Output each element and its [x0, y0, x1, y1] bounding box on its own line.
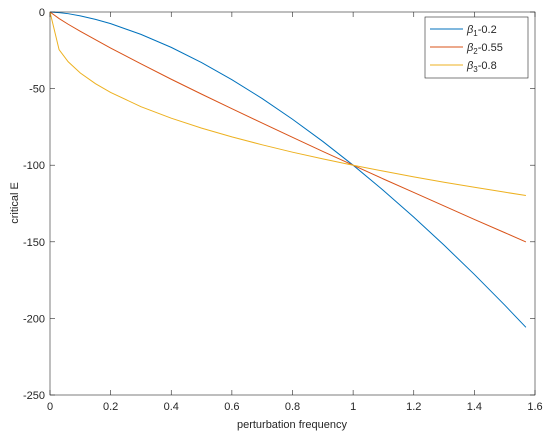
x-tick-label: 1: [350, 401, 356, 413]
x-tick-label: 0.4: [164, 401, 179, 413]
x-tick-label: 0.6: [224, 401, 239, 413]
legend: β1-0.2 β2-0.55 β3-0.8: [424, 16, 529, 79]
y-tick-label: 0: [39, 7, 45, 19]
y-axis-label: critical E: [9, 182, 21, 224]
x-tick-label: 1.2: [406, 401, 421, 413]
legend-label: β3-0.8: [466, 60, 497, 74]
series-line: [49, 11, 527, 328]
y-tick-label: -150: [23, 237, 45, 249]
axes-box: [49, 11, 536, 396]
x-axis-label: perturbation frequency: [237, 419, 348, 431]
series-line: [49, 11, 526, 197]
legend-label: β1-0.2: [466, 24, 497, 38]
y-tick-label: -50: [29, 84, 45, 96]
y-tick-label: -200: [23, 313, 45, 325]
x-tick-label: 0.8: [285, 401, 300, 413]
legend-label: β2-0.55: [466, 42, 503, 56]
y-tick-label: -100: [23, 160, 45, 172]
x-tick-label: 1.4: [467, 401, 482, 413]
x-tick-label: 0: [47, 401, 53, 413]
y-tick-label: -250: [23, 390, 45, 402]
x-tick-label: 0.2: [103, 401, 118, 413]
series-line: [49, 11, 527, 243]
x-tick-label: 1.6: [527, 401, 542, 413]
